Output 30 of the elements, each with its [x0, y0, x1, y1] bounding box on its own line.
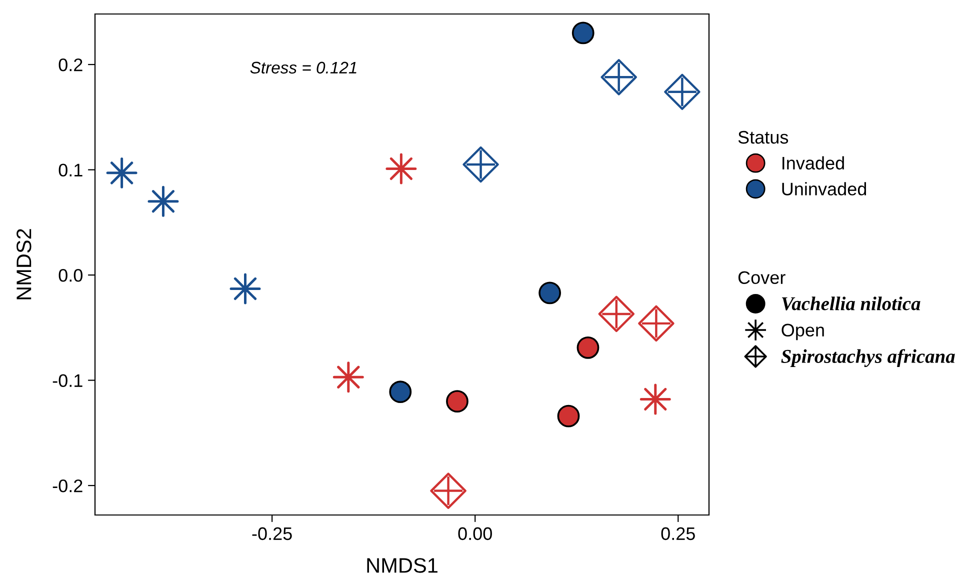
point	[148, 186, 179, 217]
text: Cover	[738, 271, 786, 284]
legend-label: Invaded	[782, 156, 844, 170]
point	[389, 380, 412, 404]
x-tick-label: -0.25	[252, 527, 292, 540]
legend-label: Vachellia nilotica	[782, 296, 920, 310]
point	[386, 153, 417, 184]
point	[576, 336, 600, 359]
point	[572, 22, 594, 44]
annotation: Stress = 0.121	[250, 62, 356, 74]
legend-label: Open	[782, 324, 824, 340]
point	[640, 384, 671, 415]
legend-label: Uninvaded	[782, 182, 866, 196]
x-tick-label: 0.25	[661, 527, 695, 540]
y-tick-label: 0.0	[58, 268, 82, 282]
point	[230, 273, 261, 304]
x-axis-title: NMDS1	[367, 558, 438, 573]
point	[332, 362, 364, 393]
point	[538, 282, 562, 304]
y-tick-label: -0.2	[52, 479, 82, 492]
point	[557, 404, 580, 428]
y-tick-label: 0.2	[58, 58, 82, 72]
x-tick-label: 0.00	[458, 527, 492, 540]
point	[446, 390, 468, 413]
y-tick-label: -0.1	[52, 374, 82, 387]
y-axis-title: NMDS2	[16, 229, 32, 300]
legend-label: Spirostachys africana	[781, 349, 955, 367]
y-tick-label: 0.1	[58, 164, 82, 176]
text: Status	[738, 130, 788, 144]
point	[106, 157, 138, 188]
